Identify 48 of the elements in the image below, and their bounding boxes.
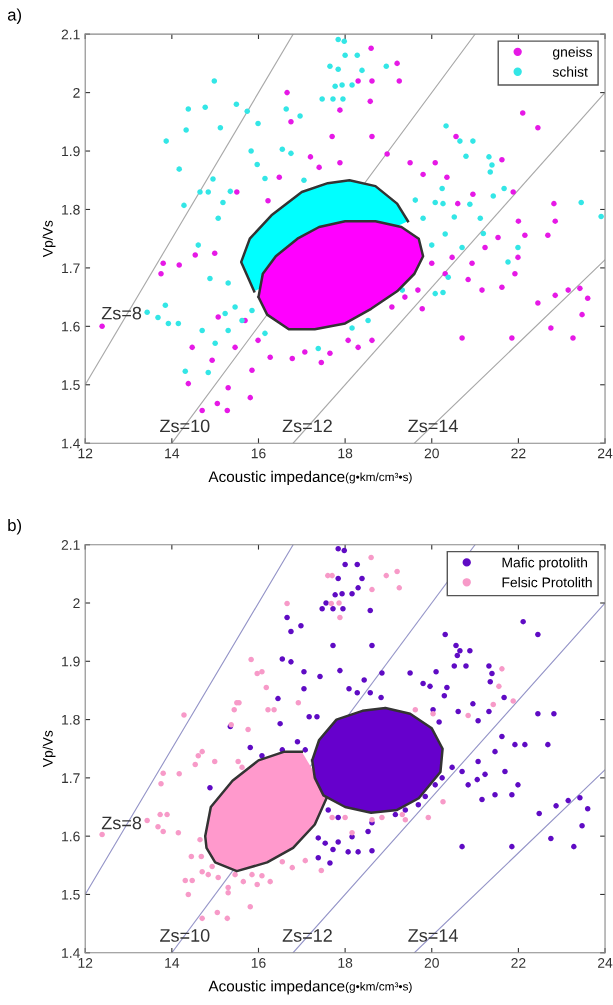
y-tick-label: 1.5 [62,380,80,390]
legend-label: gneiss [552,46,593,60]
y-tick-label: 1.9 [62,146,80,157]
y-tick-label: 1.5 [62,889,80,900]
x-tick-label: 22 [511,448,526,459]
x-tick-label: 12 [78,957,93,968]
y-tick-label: 2 [73,598,80,609]
x-axis-title: Acoustic impedance(g•km/cm³•s) [208,980,412,995]
annotation: Zs=8 [101,816,142,830]
annotation: Zs=14 [408,419,458,433]
annotation: Zs=10 [160,419,210,433]
x-tick-label: 16 [251,957,266,968]
y-tick-label: 1.6 [62,321,80,332]
x-tick-label: 16 [251,448,266,459]
y-tick-label: 1.7 [62,773,80,783]
x-tick-label: 22 [511,957,526,968]
x-axis-title: Acoustic impedance(g•km/cm³•s) [208,470,412,486]
x-tick-label: 14 [165,958,180,968]
x-tick-label: 18 [338,957,353,968]
y-tick-label: 2.1 [61,540,80,550]
y-tick-label: 1.7 [62,263,80,273]
annotation: Zs=8 [101,306,142,320]
legend-label: schist [552,66,588,77]
annotation: Zs=14 [408,929,458,942]
legend-label: Mafic protolith [502,557,588,571]
y-tick-label: 1.6 [62,831,80,842]
y-axis-title: Vp/Vs [42,220,56,258]
x-tick-label: 24 [598,448,613,459]
y-axis-title: Vp/Vs [42,730,56,768]
x-tick-label: 20 [424,448,439,459]
y-tick-label: 1.4 [62,438,80,449]
chart-title: b) [8,518,22,535]
x-tick-label: 12 [78,448,93,459]
y-tick-label: 2 [73,87,80,98]
annotation: Zs=10 [160,929,210,942]
x-tick-label: 14 [165,448,180,459]
y-tick-label: 1.8 [62,714,80,725]
x-tick-label: 18 [338,448,353,459]
y-tick-label: 2.1 [61,29,80,40]
legend-label: Felsic Protolith [502,577,592,588]
y-tick-label: 1.8 [62,204,80,215]
x-tick-label: 20 [424,957,439,968]
annotation: Zs=12 [282,929,332,942]
y-tick-label: 1.4 [62,948,80,958]
x-tick-label: 24 [598,957,613,968]
annotation: Zs=12 [282,419,332,433]
y-tick-label: 1.9 [62,656,80,667]
chart-title: a) [7,8,22,24]
